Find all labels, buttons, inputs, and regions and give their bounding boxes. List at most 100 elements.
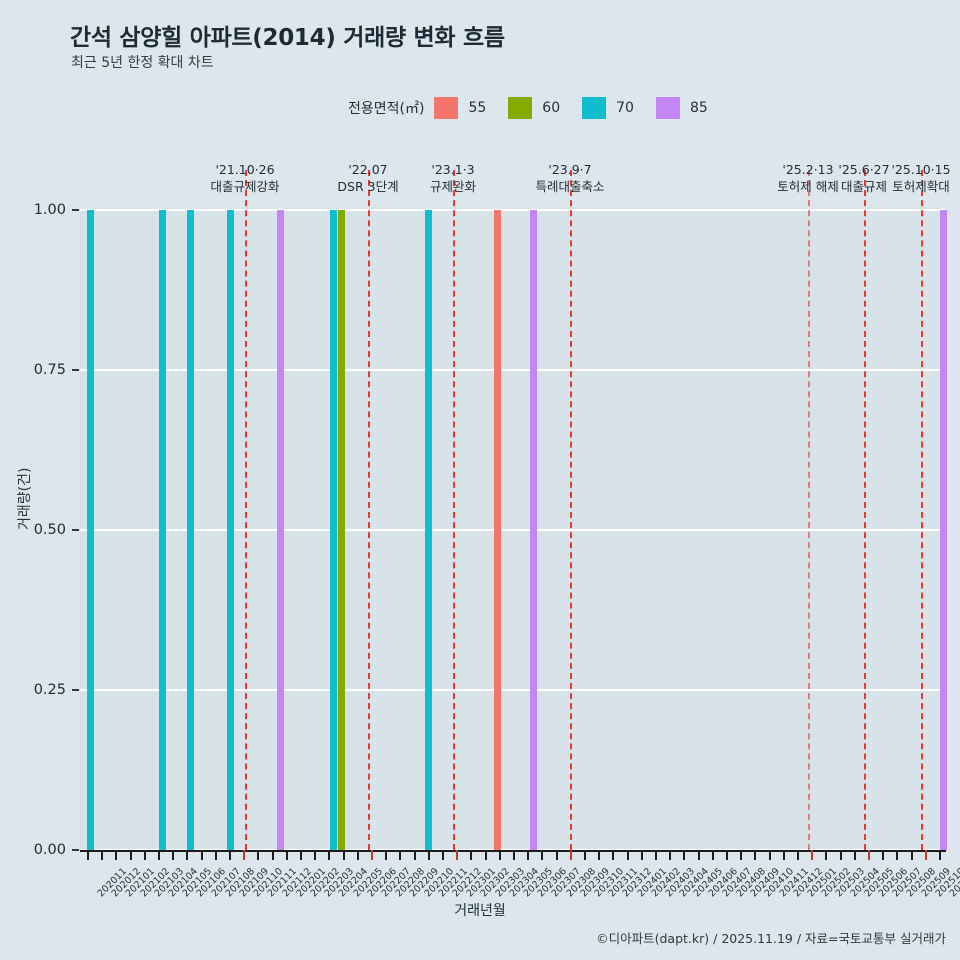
bar-202211[interactable] bbox=[425, 210, 432, 850]
y-tick-label: 0.00 bbox=[33, 842, 66, 858]
bar-202104[interactable] bbox=[159, 210, 166, 850]
x-tick-mark bbox=[427, 850, 430, 860]
bar-202307[interactable] bbox=[530, 210, 537, 850]
footer-credit: ©디아파트(dapt.kr) / 2025.11.19 / 자료=국토교통부 실… bbox=[596, 931, 946, 946]
x-tick-mark bbox=[896, 850, 899, 860]
annotation-label-6: 토허제확대 bbox=[892, 179, 950, 194]
legend: 전용면적(㎡) 55 60 70 85 bbox=[348, 96, 730, 120]
y-tick-mark bbox=[72, 369, 79, 371]
page-title: 간석 삼양힐 아파트(2014) 거래량 변화 흐름 bbox=[70, 25, 505, 51]
y-tick-label: 0.25 bbox=[33, 682, 66, 698]
legend-swatch-60 bbox=[508, 97, 533, 119]
y-tick-mark bbox=[72, 209, 79, 211]
legend-swatch-70 bbox=[582, 97, 607, 119]
bar-202205[interactable] bbox=[338, 210, 345, 850]
x-tick-mark bbox=[598, 850, 601, 860]
x-tick-mark bbox=[158, 850, 161, 860]
bar-202112[interactable] bbox=[277, 210, 284, 850]
legend-label-55: 55 bbox=[468, 100, 487, 116]
y-axis-title: 거래량(건) bbox=[17, 467, 33, 530]
bar-202304[interactable] bbox=[494, 210, 501, 850]
x-tick-mark bbox=[924, 850, 927, 860]
x-tick-mark bbox=[782, 850, 785, 860]
annotation-3: '23.9·7 특례대출축소 bbox=[510, 162, 630, 196]
x-tick-mark bbox=[328, 850, 331, 860]
x-tick-mark bbox=[385, 850, 388, 860]
event-line-6 bbox=[921, 170, 923, 850]
annotation-label-4: 토허제 해제 bbox=[777, 179, 839, 194]
annotation-date-5: '25.6·27 bbox=[838, 162, 890, 177]
event-line-3 bbox=[570, 170, 572, 850]
x-tick-mark bbox=[314, 850, 317, 860]
legend-item-60[interactable]: 60 bbox=[508, 97, 578, 119]
annotation-label-0: 대출규제강화 bbox=[210, 179, 280, 194]
x-tick-mark bbox=[754, 850, 757, 860]
bar-202109[interactable] bbox=[227, 210, 234, 850]
bar-202204[interactable] bbox=[330, 210, 337, 850]
x-tick-mark bbox=[725, 850, 728, 860]
x-tick-mark bbox=[555, 850, 558, 860]
legend-title: 전용면적(㎡) bbox=[348, 101, 425, 117]
annotation-date-6: '25.10·15 bbox=[891, 162, 951, 177]
x-tick-mark bbox=[342, 850, 345, 860]
x-tick-mark bbox=[129, 850, 132, 860]
chart-subtitle: 최근 5년 한정 확대 차트 bbox=[71, 55, 214, 71]
y-tick-label: 1.00 bbox=[33, 202, 66, 218]
legend-label-60: 60 bbox=[542, 100, 561, 116]
x-tick-mark bbox=[882, 850, 885, 860]
annotation-date-2: '23.1·3 bbox=[431, 162, 475, 177]
x-tick-mark bbox=[214, 850, 217, 860]
y-tick-label: 0.75 bbox=[33, 362, 66, 378]
gridline bbox=[80, 529, 946, 531]
x-tick-mark bbox=[640, 850, 643, 860]
bar-202511[interactable] bbox=[940, 210, 947, 850]
x-tick-mark bbox=[569, 850, 572, 860]
x-tick-mark bbox=[697, 850, 700, 860]
y-tick-mark bbox=[72, 849, 79, 851]
x-tick-mark bbox=[498, 850, 501, 860]
x-tick-mark bbox=[200, 850, 203, 860]
annotation-date-1: '22.07 bbox=[348, 162, 388, 177]
x-tick-mark bbox=[456, 850, 459, 860]
x-axis-title: 거래년월 bbox=[454, 903, 506, 919]
legend-item-70[interactable]: 70 bbox=[582, 97, 652, 119]
y-tick-mark bbox=[72, 529, 79, 531]
x-tick-mark bbox=[527, 850, 530, 860]
y-tick-label: 0.50 bbox=[33, 522, 66, 538]
gridline bbox=[80, 209, 946, 211]
bar-202011[interactable] bbox=[87, 210, 94, 850]
x-tick-mark bbox=[356, 850, 359, 860]
x-tick-mark bbox=[853, 850, 856, 860]
x-tick-mark bbox=[442, 850, 445, 860]
x-tick-mark bbox=[740, 850, 743, 860]
annotation-4: '25.2·13 토허제 해제 bbox=[748, 162, 868, 196]
legend-swatch-85 bbox=[655, 97, 680, 119]
legend-item-85[interactable]: 85 bbox=[655, 97, 726, 119]
x-axis bbox=[80, 850, 946, 860]
legend-label-85: 85 bbox=[689, 100, 708, 116]
x-tick-mark bbox=[101, 850, 104, 860]
x-tick-mark bbox=[669, 850, 672, 860]
annotation-label-1: DSR 3단계 bbox=[337, 179, 399, 194]
x-tick-mark bbox=[768, 850, 771, 860]
x-tick-mark bbox=[87, 850, 90, 860]
annotation-date-0: '21.10·26 bbox=[215, 162, 275, 177]
x-tick-mark bbox=[541, 850, 544, 860]
gridline bbox=[80, 369, 946, 371]
x-tick-mark bbox=[186, 850, 189, 860]
x-tick-mark bbox=[938, 850, 941, 860]
annotation-2: '23.1·3 규제완화 bbox=[393, 162, 513, 196]
x-tick-mark bbox=[371, 850, 374, 860]
x-tick-mark bbox=[484, 850, 487, 860]
x-tick-mark bbox=[825, 850, 828, 860]
annotation-1: '22.07 DSR 3단계 bbox=[308, 162, 428, 196]
bar-202106[interactable] bbox=[187, 210, 194, 850]
event-line-5 bbox=[864, 170, 866, 850]
x-tick-mark bbox=[229, 850, 232, 860]
x-tick-mark bbox=[626, 850, 629, 860]
x-tick-mark bbox=[612, 850, 615, 860]
x-tick-mark bbox=[513, 850, 515, 860]
legend-item-55[interactable]: 55 bbox=[434, 97, 504, 119]
annotation-date-4: '25.2·13 bbox=[782, 162, 834, 177]
annotation-label-2: 규제완화 bbox=[429, 179, 476, 194]
